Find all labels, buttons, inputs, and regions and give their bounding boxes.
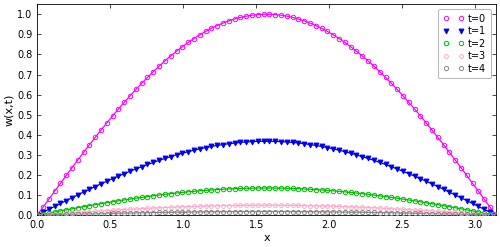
t=2 [238,187,244,190]
t=1 [318,145,324,148]
t=3 [354,206,360,208]
t=2 [34,214,40,217]
t=1 [266,140,272,143]
t=4 [354,211,360,214]
t=1 [34,214,40,217]
t=1 [493,214,499,217]
t=1 [446,191,452,194]
t=2 [313,188,319,191]
t=3 [446,211,452,214]
t=0 [493,214,499,217]
Line: t=1: t=1 [35,139,498,218]
Line: t=2: t=2 [35,186,498,217]
t=0 [238,16,244,19]
t=1 [336,149,342,152]
t=3 [336,205,342,208]
t=4 [336,210,342,213]
t=0 [34,214,40,217]
t=3 [318,205,324,207]
Line: t=0: t=0 [35,12,498,217]
t=0 [354,50,360,53]
t=3 [313,204,319,207]
t=3 [238,204,244,207]
t=2 [336,190,342,193]
t=4 [266,210,272,213]
Legend: t=0, t=1, t=2, t=3, t=4: t=0, t=1, t=2, t=3, t=4 [438,9,491,79]
t=2 [266,186,272,189]
t=4 [318,210,324,213]
t=4 [446,213,452,216]
X-axis label: x: x [263,233,270,243]
t=3 [34,214,40,217]
t=1 [354,153,360,156]
t=1 [238,141,244,144]
t=2 [446,205,452,208]
t=2 [354,191,360,194]
t=3 [493,214,499,217]
t=3 [266,204,272,207]
t=0 [446,151,452,154]
t=0 [318,27,324,30]
t=4 [238,210,244,213]
t=0 [266,13,272,16]
t=4 [34,214,40,217]
Y-axis label: w(x,t): w(x,t) [4,94,14,126]
t=0 [336,37,342,40]
t=0 [313,24,319,27]
Line: t=4: t=4 [35,209,498,217]
t=2 [493,214,499,217]
t=2 [318,188,324,191]
t=4 [493,214,499,217]
t=4 [313,210,319,213]
t=1 [313,144,319,147]
Line: t=3: t=3 [35,203,498,217]
